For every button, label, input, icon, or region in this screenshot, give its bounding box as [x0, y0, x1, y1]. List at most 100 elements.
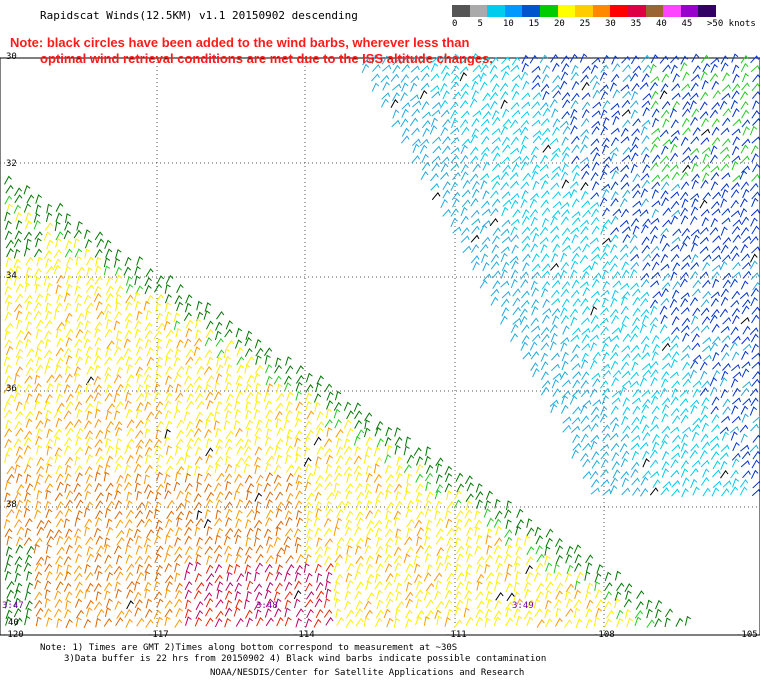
wind-barb: [415, 544, 424, 554]
wind-barb: [570, 99, 579, 109]
wind-barb: [692, 127, 701, 136]
wind-barb: [294, 571, 302, 582]
wind-barb: [213, 391, 222, 401]
wind-barb: [194, 617, 203, 627]
wind-barb: [384, 489, 392, 500]
wind-barb: [621, 261, 629, 271]
wind-barb: [144, 438, 153, 448]
wind-barb: [64, 456, 73, 466]
wind-barb: [165, 375, 172, 385]
wind-barb: [424, 472, 433, 482]
wind-barb: [582, 65, 591, 74]
wind-barb: [115, 285, 124, 295]
wind-barb: [35, 356, 43, 367]
wind-barb: [750, 272, 760, 281]
wind-barb: [536, 553, 545, 563]
wind-barb: [325, 408, 332, 419]
wind-barb: [94, 418, 102, 429]
wind-barb: [629, 333, 638, 342]
wind-barb: [265, 617, 274, 627]
wind-barb: [366, 527, 374, 538]
legend-colorbar: [452, 5, 717, 17]
wind-barb: [680, 55, 688, 65]
lon-label-120: -120: [2, 630, 24, 640]
wind-barb: [456, 581, 464, 591]
wind-barb: [405, 508, 413, 518]
wind-barb: [361, 63, 370, 74]
wind-barb: [46, 374, 55, 383]
wind-barb: [284, 510, 292, 520]
wind-barb: [216, 349, 225, 359]
wind-barb: [600, 225, 608, 235]
wind-barb: [84, 320, 91, 330]
wind-barb: [700, 128, 711, 136]
wind-barb: [476, 563, 483, 574]
wind-barb: [115, 438, 122, 448]
wind-barb: [133, 591, 142, 601]
wind-barb: [500, 64, 510, 72]
wind-barb: [570, 108, 578, 119]
wind-barb: [245, 391, 254, 401]
wind-barb: [549, 399, 559, 407]
wind-barb: [234, 409, 241, 419]
wind-barb: [336, 446, 344, 456]
wind-barb: [345, 609, 355, 619]
wind-barb: [286, 429, 293, 439]
wind-barb: [572, 406, 581, 415]
lon-label-114: -114: [293, 630, 315, 640]
wind-barb: [521, 235, 531, 244]
wind-barb: [125, 319, 133, 329]
wind-barb: [63, 518, 70, 528]
wind-barb: [430, 62, 439, 72]
wind-barb: [552, 191, 561, 200]
wind-barb: [6, 580, 15, 590]
wind-barb: [752, 480, 760, 489]
wind-barb: [153, 508, 160, 519]
wind-barb: [701, 217, 709, 227]
wind-barb: [751, 153, 759, 163]
wind-barb: [562, 325, 570, 335]
wind-barb: [750, 145, 759, 155]
wind-barb: [405, 546, 414, 556]
wind-barb: [95, 591, 102, 601]
wind-barb: [641, 424, 650, 434]
wind-barb: [105, 292, 114, 302]
wind-barb: [612, 280, 622, 288]
wind-barb: [74, 248, 83, 258]
wind-barb: [435, 535, 444, 545]
wind-barb: [411, 127, 420, 136]
wind-barb: [295, 374, 305, 384]
wind-barb: [96, 464, 103, 475]
wind-barb: [440, 171, 449, 180]
wind-barb: [740, 100, 749, 110]
wind-barb: [304, 545, 312, 555]
wind-barb: [571, 92, 580, 102]
lat-label-36: 36: [6, 384, 17, 394]
wind-barb: [700, 91, 709, 101]
wind-barb: [692, 65, 701, 74]
wind-barb: [394, 516, 401, 527]
wind-barb: [490, 253, 499, 263]
wind-barb: [660, 227, 669, 236]
wind-barb: [343, 500, 352, 511]
wind-barb: [476, 600, 485, 610]
wind-barb: [144, 571, 151, 581]
wind-barb: [721, 117, 731, 126]
wind-barb: [492, 280, 501, 289]
wind-barb: [630, 261, 640, 270]
wind-barb: [165, 420, 173, 430]
wind-barb: [184, 499, 191, 510]
wind-barb: [525, 556, 534, 566]
wind-barb: [690, 468, 699, 477]
wind-barb: [326, 427, 333, 437]
wind-barb: [376, 536, 383, 547]
wind-barb: [385, 537, 394, 547]
wind-barb: [719, 426, 729, 434]
wind-barb: [53, 428, 62, 438]
wind-barb: [700, 405, 709, 415]
wind-barb: [591, 120, 601, 129]
wind-barb: [580, 379, 589, 389]
wind-barb: [580, 404, 588, 415]
wind-barb: [470, 197, 479, 207]
wind-barb: [14, 617, 23, 627]
